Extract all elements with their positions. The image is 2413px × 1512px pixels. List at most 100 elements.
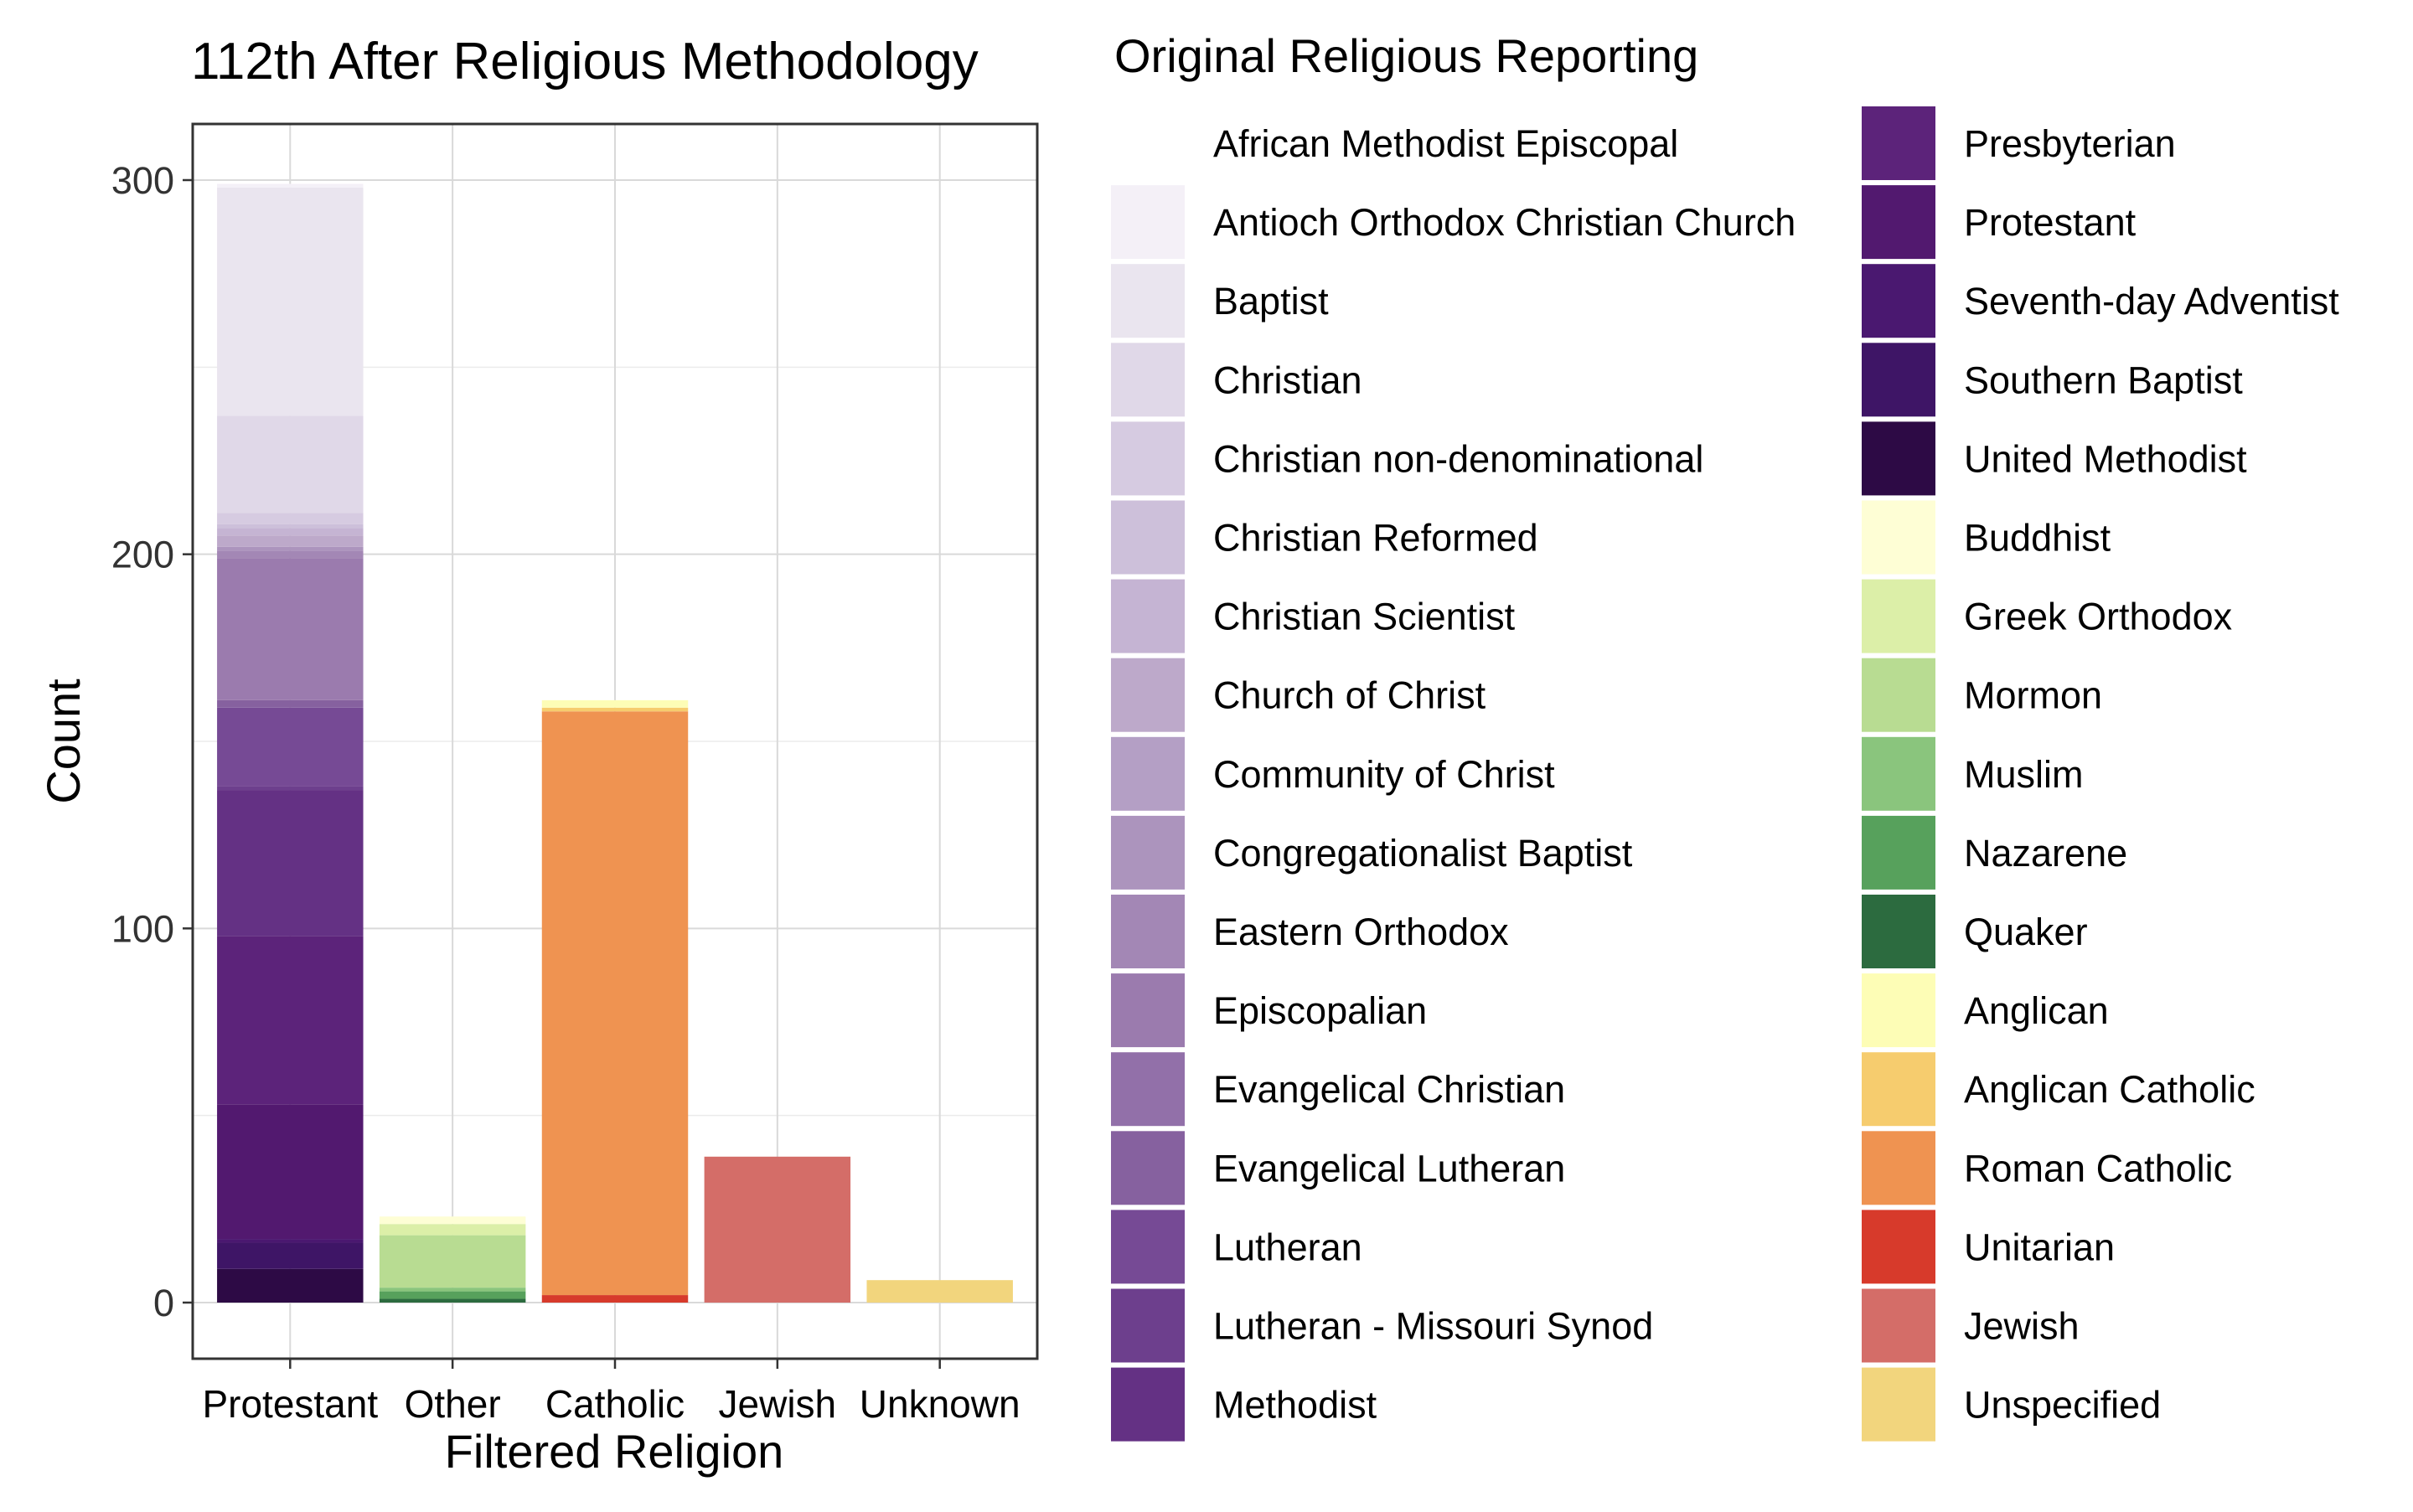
bar-segment-protestant-lutheran bbox=[217, 707, 364, 787]
bar-segment-protestant-congregationalist-baptist bbox=[217, 546, 364, 551]
legend-label: Seventh-day Adventist bbox=[1964, 280, 2339, 323]
x-tick-label: Other bbox=[405, 1382, 501, 1426]
legend-swatch-christian-non-denominational bbox=[1111, 421, 1185, 496]
x-tick-label: Protestant bbox=[202, 1382, 378, 1426]
legend-label: Eastern Orthodox bbox=[1213, 911, 1509, 953]
legend-swatch-buddhist bbox=[1862, 500, 1935, 575]
bar-segment-protestant-christian-scientist bbox=[217, 528, 364, 536]
legend-swatch-greek-orthodox bbox=[1862, 579, 1935, 653]
legend-label: Muslim bbox=[1964, 753, 2084, 796]
legend-swatch-congregationalist-baptist bbox=[1111, 815, 1185, 890]
legend-label: Southern Baptist bbox=[1964, 359, 2243, 401]
legend-swatch-evangelical-christian bbox=[1111, 1052, 1185, 1127]
legend-swatch-methodist bbox=[1111, 1367, 1185, 1442]
legend-label: Protestant bbox=[1964, 201, 2137, 244]
legend-swatch-unspecified bbox=[1862, 1367, 1935, 1442]
bar-segment-other-greek-orthodox bbox=[379, 1224, 526, 1236]
x-tick-label: Unknown bbox=[860, 1382, 1020, 1426]
bar-segment-unknown-unspecified bbox=[866, 1280, 1013, 1303]
legend-label: Congregationalist Baptist bbox=[1213, 832, 1633, 875]
bar-segment-protestant-eastern-orthodox bbox=[217, 550, 364, 559]
legend-label: Presbyterian bbox=[1964, 122, 2176, 165]
legend-label: Episcopalian bbox=[1213, 989, 1427, 1032]
legend-swatch-anglican-catholic bbox=[1862, 1052, 1935, 1127]
legend-swatch-roman-catholic bbox=[1862, 1131, 1935, 1205]
legend-swatch-mormon bbox=[1862, 658, 1935, 732]
legend: African Methodist Episcopal Antioch Ortho… bbox=[1111, 106, 2339, 1442]
legend-swatch-christian bbox=[1111, 343, 1185, 417]
legend-label: Unitarian bbox=[1964, 1226, 2115, 1268]
bar-segment-catholic-anglican-catholic bbox=[541, 707, 689, 712]
legend-label: Evangelical Lutheran bbox=[1213, 1147, 1565, 1189]
plot-panel: 0 100 200 300 Protestant Other Catholic Jewish U… bbox=[111, 122, 1039, 1426]
x-axis-label: Filtered Religion bbox=[445, 1425, 784, 1478]
y-tick-label: 200 bbox=[111, 534, 174, 576]
legend-swatch-community-of-christ bbox=[1111, 736, 1185, 811]
legend-label: African Methodist Episcopal bbox=[1213, 122, 1678, 165]
bar-segment-jewish-jewish bbox=[704, 1156, 851, 1303]
bar-segment-protestant-church-of-christ bbox=[217, 535, 364, 547]
bar-segment-protestant-baptist bbox=[217, 187, 364, 416]
bar-segment-other-buddhist bbox=[379, 1216, 526, 1225]
legend-swatch-antioch-orthodox-christian-church bbox=[1111, 185, 1185, 260]
legend-label: Lutheran - Missouri Synod bbox=[1213, 1305, 1653, 1348]
legend-label: Baptist bbox=[1213, 280, 1329, 323]
legend-label: Church of Christ bbox=[1213, 674, 1486, 717]
legend-swatch-anglican bbox=[1862, 973, 1935, 1048]
legend-swatch-jewish bbox=[1862, 1288, 1935, 1363]
legend-label: Roman Catholic bbox=[1964, 1147, 2232, 1189]
legend-label: Mormon bbox=[1964, 674, 2102, 717]
chart-title: 112th After Religious Methodology bbox=[191, 33, 979, 90]
legend-label: Antioch Orthodox Christian Church bbox=[1213, 201, 1796, 244]
bar-segment-protestant-seventh-day-adventist bbox=[217, 1239, 364, 1243]
bar-segment-protestant-episcopalian bbox=[217, 558, 364, 700]
legend-swatch-lutheran-missouri-synod bbox=[1111, 1288, 1185, 1363]
legend-label: Christian bbox=[1213, 359, 1362, 401]
bar-segment-protestant-presbyterian bbox=[217, 936, 364, 1105]
legend-swatch-nazarene bbox=[1862, 815, 1935, 890]
legend-label: Nazarene bbox=[1964, 832, 2127, 875]
legend-swatch-protestant bbox=[1862, 185, 1935, 260]
legend-label: Christian non-denominational bbox=[1213, 437, 1703, 480]
legend-swatch-presbyterian bbox=[1862, 106, 1935, 180]
bar-segment-protestant-united-methodist bbox=[217, 1268, 364, 1303]
y-tick-label: 300 bbox=[111, 159, 174, 202]
bar-segment-catholic-roman-catholic bbox=[541, 711, 689, 1296]
legend-swatch-united-methodist bbox=[1862, 421, 1935, 496]
legend-label: Greek Orthodox bbox=[1964, 596, 2233, 638]
bar-segment-protestant-christian-reformed bbox=[217, 524, 364, 529]
legend-swatch-christian-reformed bbox=[1111, 500, 1185, 575]
legend-label: Unspecified bbox=[1964, 1384, 2161, 1427]
legend-swatch-christian-scientist bbox=[1111, 579, 1185, 653]
bar-segment-protestant-methodist bbox=[217, 790, 364, 937]
bar-segment-other-mormon bbox=[379, 1235, 526, 1288]
bar-segment-protestant-antioch-orthodox-christian-church bbox=[217, 183, 364, 188]
legend-swatch-evangelical-lutheran bbox=[1111, 1131, 1185, 1205]
bar-segment-other-quaker bbox=[379, 1298, 526, 1303]
y-tick-label: 100 bbox=[111, 907, 174, 950]
legend-label: Lutheran bbox=[1213, 1226, 1362, 1268]
legend-label: Evangelical Christian bbox=[1213, 1068, 1565, 1111]
legend-label: Methodist bbox=[1213, 1384, 1377, 1427]
x-tick-label: Catholic bbox=[545, 1382, 685, 1426]
legend-swatch-lutheran bbox=[1111, 1210, 1185, 1284]
legend-title: Original Religious Reporting bbox=[1114, 29, 1698, 82]
legend-label: Christian Scientist bbox=[1213, 596, 1516, 638]
legend-swatch-eastern-orthodox bbox=[1111, 895, 1185, 968]
legend-label: Anglican Catholic bbox=[1964, 1068, 2255, 1111]
legend-label: Community of Christ bbox=[1213, 753, 1555, 796]
legend-label: Buddhist bbox=[1964, 517, 2111, 560]
legend-label: Christian Reformed bbox=[1213, 517, 1538, 560]
legend-swatch-church-of-christ bbox=[1111, 658, 1185, 732]
legend-swatch-southern-baptist bbox=[1862, 343, 1935, 417]
y-axis-label: Count bbox=[37, 679, 90, 804]
legend-swatch-episcopalian bbox=[1111, 973, 1185, 1048]
legend-swatch-quaker bbox=[1862, 895, 1935, 968]
x-tick-label: Jewish bbox=[719, 1382, 837, 1426]
y-tick-label: 0 bbox=[153, 1282, 174, 1324]
legend-label: United Methodist bbox=[1964, 437, 2247, 480]
bar-segment-protestant-christian bbox=[217, 415, 364, 513]
bar-segment-catholic-anglican bbox=[541, 699, 689, 708]
